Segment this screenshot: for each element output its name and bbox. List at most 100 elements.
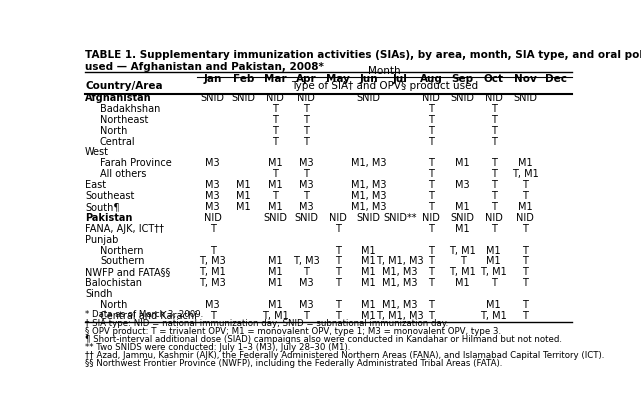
- Text: Nov: Nov: [513, 74, 537, 84]
- Text: T: T: [303, 311, 309, 321]
- Text: T, M1: T, M1: [512, 169, 538, 179]
- Text: Jun: Jun: [360, 74, 378, 84]
- Text: NID: NID: [422, 93, 440, 103]
- Text: M3: M3: [299, 300, 313, 310]
- Text: May: May: [326, 74, 349, 84]
- Text: T: T: [335, 256, 340, 266]
- Text: †† Azad, Jammu, Kashmir (AJK), the Federally Administered Northern Areas (FANA),: †† Azad, Jammu, Kashmir (AJK), the Feder…: [85, 351, 604, 360]
- Text: M3: M3: [299, 158, 313, 168]
- Text: T: T: [272, 104, 278, 114]
- Text: SNID: SNID: [263, 213, 287, 223]
- Text: Central: Central: [100, 137, 136, 147]
- Text: M1: M1: [268, 256, 282, 266]
- Text: NID: NID: [422, 213, 440, 223]
- Text: T: T: [522, 267, 528, 277]
- Text: Month: Month: [368, 66, 401, 76]
- Text: T: T: [335, 300, 340, 310]
- Text: ¶ Short-interval additional dose (SIAD) campaigns also were conducted in Kandaha: ¶ Short-interval additional dose (SIAD) …: [85, 335, 562, 344]
- Text: Pakistan: Pakistan: [85, 213, 133, 223]
- Text: M3: M3: [299, 180, 313, 190]
- Text: SNID: SNID: [294, 213, 319, 223]
- Text: T: T: [460, 256, 465, 266]
- Text: NID: NID: [297, 93, 315, 103]
- Text: M1: M1: [362, 311, 376, 321]
- Text: Feb: Feb: [233, 74, 254, 84]
- Text: T: T: [428, 191, 434, 201]
- Text: T: T: [272, 126, 278, 136]
- Text: T: T: [303, 137, 309, 147]
- Text: M3: M3: [455, 180, 470, 190]
- Text: M3: M3: [205, 180, 220, 190]
- Text: Oct: Oct: [484, 74, 504, 84]
- Text: T: T: [522, 256, 528, 266]
- Text: † SIA type: NID = national immunization day, SNID = subnational immunization day: † SIA type: NID = national immunization …: [85, 319, 448, 328]
- Text: T: T: [272, 169, 278, 179]
- Text: T: T: [522, 180, 528, 190]
- Text: M1: M1: [518, 158, 533, 168]
- Text: T: T: [272, 137, 278, 147]
- Text: M3: M3: [205, 191, 220, 201]
- Text: T, M1: T, M1: [480, 311, 507, 321]
- Text: T: T: [428, 300, 434, 310]
- Text: M1: M1: [268, 300, 282, 310]
- Text: SNID: SNID: [201, 93, 224, 103]
- Text: West: West: [85, 147, 109, 158]
- Text: T, M1: T, M1: [449, 246, 476, 255]
- Text: SNID: SNID: [451, 213, 474, 223]
- Text: Punjab: Punjab: [85, 235, 119, 244]
- Text: T: T: [522, 300, 528, 310]
- Text: M3: M3: [205, 158, 220, 168]
- Text: M1: M1: [487, 246, 501, 255]
- Text: T: T: [522, 224, 528, 234]
- Text: T: T: [303, 115, 309, 125]
- Text: Sindh: Sindh: [85, 289, 113, 299]
- Text: North: North: [100, 126, 128, 136]
- Text: East: East: [85, 180, 106, 190]
- Text: T: T: [428, 169, 434, 179]
- Text: T: T: [210, 311, 215, 321]
- Text: M1, M3: M1, M3: [382, 278, 418, 288]
- Text: FANA, AJK, ICT††: FANA, AJK, ICT††: [85, 224, 164, 234]
- Text: T: T: [303, 126, 309, 136]
- Text: T: T: [428, 180, 434, 190]
- Text: M1: M1: [237, 180, 251, 190]
- Text: Country/Area: Country/Area: [85, 81, 163, 91]
- Text: T: T: [491, 191, 497, 201]
- Text: M1: M1: [237, 202, 251, 212]
- Text: §§ Northwest Frontier Province (NWFP), including the Federally Administrated Tri: §§ Northwest Frontier Province (NWFP), i…: [85, 360, 503, 369]
- Text: M3: M3: [299, 278, 313, 288]
- Text: M1: M1: [487, 300, 501, 310]
- Text: T, M3: T, M3: [199, 256, 226, 266]
- Text: T: T: [210, 246, 215, 255]
- Text: NID: NID: [204, 213, 221, 223]
- Text: ** Two SNIDS were conducted: July 1–3 (M3), July 28–30 (M1).: ** Two SNIDS were conducted: July 1–3 (M…: [85, 343, 351, 352]
- Text: North: North: [100, 300, 128, 310]
- Text: Apr: Apr: [296, 74, 317, 84]
- Text: T: T: [428, 137, 434, 147]
- Text: Central and Karachi: Central and Karachi: [100, 311, 197, 321]
- Text: T: T: [428, 278, 434, 288]
- Text: T, M1: T, M1: [199, 267, 226, 277]
- Text: M1: M1: [362, 256, 376, 266]
- Text: T, M1: T, M1: [449, 267, 476, 277]
- Text: T: T: [491, 104, 497, 114]
- Text: Southeast: Southeast: [85, 191, 135, 201]
- Text: T: T: [522, 278, 528, 288]
- Text: SNID: SNID: [451, 93, 474, 103]
- Text: M1: M1: [362, 300, 376, 310]
- Text: T: T: [210, 224, 215, 234]
- Text: NID: NID: [485, 213, 503, 223]
- Text: Badakhshan: Badakhshan: [100, 104, 160, 114]
- Text: T: T: [303, 191, 309, 201]
- Text: T, M3: T, M3: [199, 278, 226, 288]
- Text: Southern: Southern: [100, 256, 144, 266]
- Text: T: T: [491, 278, 497, 288]
- Text: Aug: Aug: [420, 74, 443, 84]
- Text: § OPV product: T = trivalent OPV; M1 = monovalent OPV, type 1; M3 = monovalent O: § OPV product: T = trivalent OPV; M1 = m…: [85, 327, 501, 336]
- Text: T: T: [303, 104, 309, 114]
- Text: M1: M1: [455, 158, 470, 168]
- Text: Jul: Jul: [392, 74, 408, 84]
- Text: Balochistan: Balochistan: [85, 278, 142, 288]
- Text: T: T: [428, 126, 434, 136]
- Text: T, M1: T, M1: [480, 267, 507, 277]
